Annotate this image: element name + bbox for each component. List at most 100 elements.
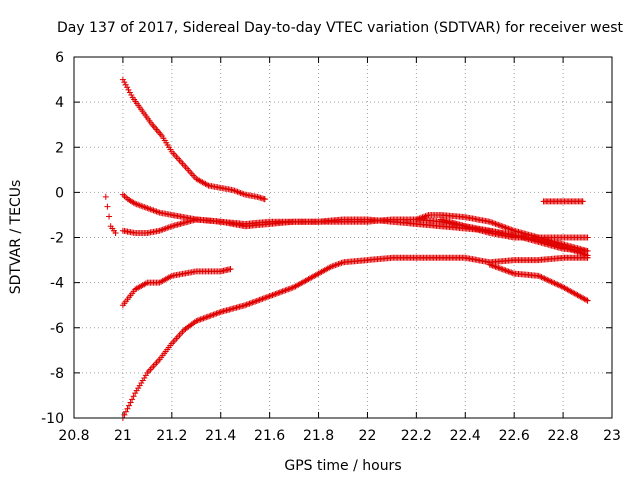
x-tick-label: 21	[114, 428, 132, 444]
data-point	[126, 89, 133, 96]
data-point	[253, 297, 260, 304]
data-point	[125, 86, 132, 93]
data-point	[122, 408, 129, 415]
data-point	[112, 229, 119, 236]
data-point	[227, 266, 234, 273]
data-point	[488, 219, 495, 226]
data-point	[548, 278, 555, 285]
data-point	[502, 267, 509, 274]
data-point	[503, 225, 510, 232]
data-point	[121, 79, 128, 86]
data-point	[508, 226, 515, 233]
data-point	[194, 317, 201, 324]
data-point	[119, 76, 126, 83]
data-point	[575, 249, 582, 256]
data-point	[130, 199, 137, 206]
data-point	[491, 220, 498, 227]
data-point	[269, 292, 276, 299]
data-point	[567, 246, 574, 253]
data-point	[501, 224, 508, 231]
series-trace-c	[119, 211, 591, 255]
data-point	[560, 243, 567, 250]
series-trace-f	[119, 266, 234, 309]
data-point	[573, 248, 580, 255]
data-point	[501, 266, 508, 273]
series-trace-i	[540, 198, 586, 205]
data-point	[210, 311, 217, 318]
chart-title: Day 137 of 2017, Sidereal Day-to-day VTE…	[57, 20, 624, 36]
data-point	[201, 314, 208, 321]
data-point	[106, 213, 113, 220]
data-point	[550, 279, 557, 286]
data-point	[129, 396, 136, 403]
data-point	[193, 317, 200, 324]
y-tick-label: 6	[55, 50, 64, 66]
data-point	[558, 283, 565, 290]
data-point	[493, 264, 500, 271]
plot-frame	[73, 56, 613, 419]
x-tick-label: 22	[359, 428, 377, 444]
data-point	[126, 402, 133, 409]
data-point	[565, 245, 572, 252]
data-point	[505, 268, 512, 275]
y-tick-label: -8	[50, 366, 64, 382]
data-point	[283, 286, 290, 293]
data-point	[486, 261, 493, 268]
x-tick-label: 22.6	[499, 428, 530, 444]
data-point	[268, 292, 275, 299]
data-point	[209, 312, 216, 319]
data-point	[258, 296, 265, 303]
data-point	[564, 245, 571, 252]
data-point	[552, 280, 559, 287]
data-point	[272, 291, 279, 298]
data-point	[203, 314, 210, 321]
data-point	[252, 298, 259, 305]
data-point	[508, 269, 515, 276]
x-axis-label: GPS time / hours	[284, 458, 401, 474]
data-point	[104, 203, 111, 210]
data-point	[496, 265, 503, 272]
y-tick-label: -2	[50, 231, 64, 247]
data-point	[542, 276, 549, 283]
data-point	[562, 244, 569, 251]
data-point	[538, 274, 545, 281]
data-point	[544, 276, 551, 283]
data-points	[102, 76, 591, 421]
data-point	[255, 297, 262, 304]
data-point	[498, 222, 505, 229]
data-point	[492, 263, 499, 270]
data-point	[256, 296, 263, 303]
data-point	[124, 405, 131, 412]
series-trace-a	[119, 76, 268, 203]
series-trace-g	[119, 254, 591, 421]
data-point	[259, 295, 266, 302]
x-tick-label: 22.8	[548, 428, 579, 444]
data-point	[242, 302, 249, 309]
data-point	[245, 301, 252, 308]
data-point	[260, 295, 267, 302]
data-point	[200, 315, 207, 322]
data-point	[265, 293, 272, 300]
data-point	[498, 265, 505, 272]
y-tick-label: -4	[50, 276, 64, 292]
data-point	[262, 294, 269, 301]
data-point	[496, 222, 503, 229]
data-point	[579, 198, 586, 205]
x-tick-label: 20.8	[58, 428, 89, 444]
x-tick-label: 21.8	[303, 428, 334, 444]
data-point	[247, 300, 254, 307]
data-point	[584, 297, 591, 304]
data-point	[499, 266, 506, 273]
x-tick-label: 21.2	[156, 428, 187, 444]
data-point	[206, 313, 213, 320]
data-point	[102, 193, 109, 200]
x-tick-label: 21.6	[254, 428, 285, 444]
data-point	[506, 226, 513, 233]
y-tick-label: -10	[41, 411, 64, 427]
data-point	[574, 248, 581, 255]
data-point	[279, 288, 286, 295]
data-point	[489, 262, 496, 269]
data-point	[249, 299, 256, 306]
data-point	[196, 316, 203, 323]
data-point	[127, 399, 134, 406]
